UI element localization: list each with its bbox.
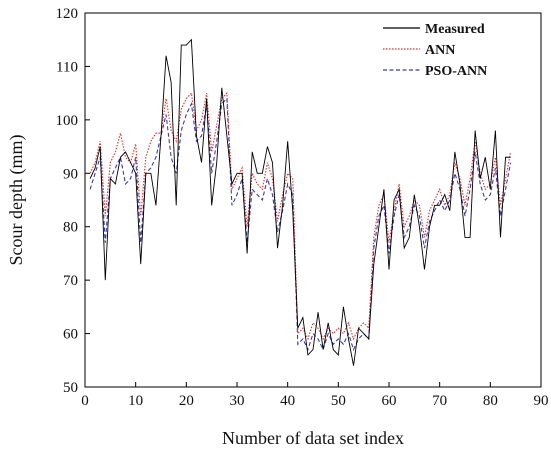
series-layer <box>89 38 512 366</box>
x-tick-label: 0 <box>81 393 89 409</box>
x-axis-ticks: 0 10 20 30 40 50 60 70 80 90 <box>81 382 549 409</box>
y-tick-label: 60 <box>63 327 78 343</box>
x-tick-label: 10 <box>128 393 143 409</box>
x-tick-label: 70 <box>432 393 447 409</box>
plot-frame <box>84 12 542 388</box>
y-tick-label: 70 <box>63 273 78 289</box>
y-axis-ticks: 50 60 70 80 90 100 110 120 <box>56 6 90 396</box>
y-tick-label: 120 <box>56 6 79 22</box>
legend-label: PSO-ANN <box>425 64 487 79</box>
legend: Measured ANN PSO-ANN <box>372 15 532 79</box>
y-axis-title: Scour depth (mm) <box>6 135 27 266</box>
series-line-pso-ann <box>89 97 512 352</box>
y-tick-label: 100 <box>56 113 79 129</box>
y-tick-label: 90 <box>63 166 78 182</box>
y-tick-label: 110 <box>56 59 78 75</box>
series-line-measured <box>89 38 511 366</box>
x-tick-label: 90 <box>534 393 549 409</box>
x-tick-label: 30 <box>230 393 245 409</box>
x-tick-label: 50 <box>331 393 346 409</box>
x-tick-label: 20 <box>179 393 194 409</box>
y-tick-label: 80 <box>63 220 78 236</box>
legend-label: Measured <box>425 22 485 37</box>
legend-label: ANN <box>425 43 455 58</box>
legend-box <box>372 15 532 79</box>
x-tick-label: 40 <box>280 393 295 409</box>
x-axis-title: Number of data set index <box>222 428 404 448</box>
x-tick-label: 80 <box>483 393 498 409</box>
plot-area <box>84 12 542 388</box>
series-line-ann <box>89 91 512 341</box>
y-tick-label: 50 <box>63 380 78 396</box>
x-tick-label: 60 <box>382 393 397 409</box>
